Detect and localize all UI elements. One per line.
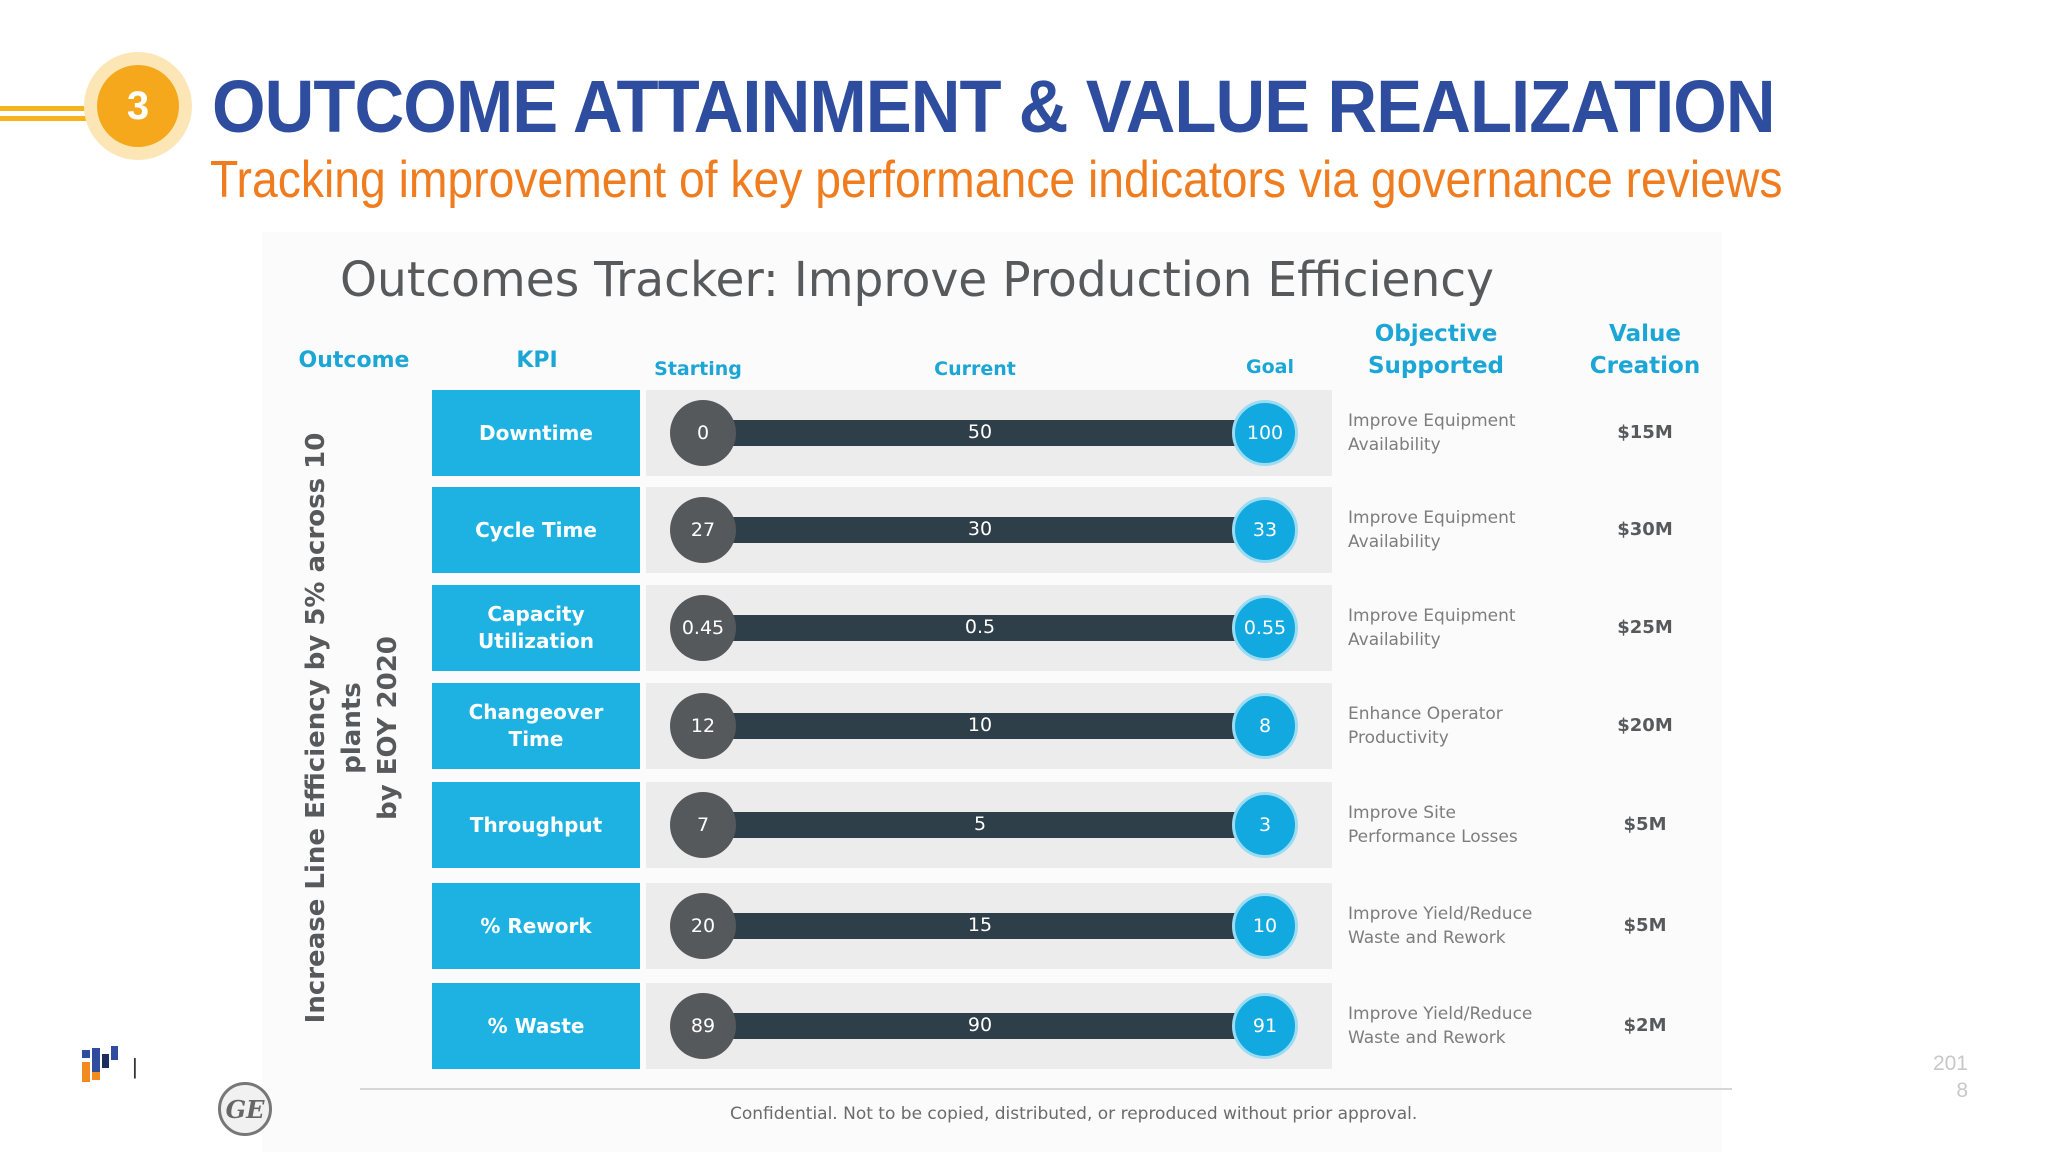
- current-value: 15: [967, 914, 993, 936]
- value-creation: $30M: [1617, 519, 1673, 540]
- kpi-label: Cycle Time: [432, 487, 640, 573]
- value-creation: $5M: [1623, 915, 1667, 936]
- current-value: 90: [967, 1014, 993, 1036]
- kpi-label: Throughput: [432, 782, 640, 868]
- objective-supported: Improve Site Performance Losses: [1348, 803, 1518, 847]
- current-value: 30: [967, 518, 993, 540]
- kpi-label: Changeover Time: [432, 683, 640, 769]
- goal-value: 100: [1232, 400, 1298, 466]
- current-value: 0.5: [964, 616, 996, 638]
- objective-supported: Improve Yield/Reduce Waste and Rework: [1348, 1004, 1533, 1048]
- kpi-label: % Rework: [432, 883, 640, 969]
- page-title: OUTCOME ATTAINMENT & VALUE REALIZATION: [212, 65, 1776, 148]
- kpi-label: Capacity Utilization: [432, 585, 640, 671]
- objective-supported: Improve Equipment Availability: [1348, 411, 1516, 455]
- starting-value: 20: [670, 893, 736, 959]
- column-header-current: Current: [934, 358, 1016, 380]
- goal-value: 3: [1232, 792, 1298, 858]
- value-creation: $20M: [1617, 715, 1673, 736]
- objective-supported: Improve Yield/Reduce Waste and Rework: [1348, 904, 1533, 948]
- starting-value: 7: [670, 792, 736, 858]
- starting-value: 27: [670, 497, 736, 563]
- goal-value: 0.55: [1232, 595, 1298, 661]
- progress-bar: [700, 812, 1266, 838]
- objective-supported: Improve Equipment Availability: [1348, 508, 1516, 552]
- progress-bar: [700, 913, 1266, 939]
- column-header-kpi: KPI: [516, 348, 558, 373]
- page-subtitle: Tracking improvement of key performance …: [210, 151, 1783, 209]
- kpi-label: % Waste: [432, 983, 640, 1069]
- current-value: 5: [973, 813, 987, 835]
- value-creation: $2M: [1623, 1015, 1667, 1036]
- confidentiality-note: Confidential. Not to be copied, distribu…: [730, 1104, 1418, 1124]
- value-creation: $5M: [1623, 814, 1667, 835]
- starting-value: 89: [670, 993, 736, 1059]
- progress-bar: [700, 517, 1266, 543]
- accent-line: [0, 106, 100, 111]
- progress-bar: [700, 1013, 1266, 1039]
- goal-value: 91: [1232, 993, 1298, 1059]
- column-header-starting: Starting: [654, 358, 742, 380]
- section-number-badge: 3: [97, 65, 179, 147]
- goal-value: 10: [1232, 893, 1298, 959]
- progress-bar: [700, 713, 1266, 739]
- value-creation: $25M: [1617, 617, 1673, 638]
- current-value: 50: [967, 421, 993, 443]
- column-header-value: Value Creation: [1589, 321, 1701, 380]
- starting-value: 0: [670, 400, 736, 466]
- column-header-goal: Goal: [1246, 356, 1294, 378]
- starting-value: 12: [670, 693, 736, 759]
- starting-value: 0.45: [670, 595, 736, 661]
- column-header-outcome: Outcome: [298, 348, 410, 373]
- goal-value: 8: [1232, 693, 1298, 759]
- column-header-objective: Objective Supported: [1367, 321, 1505, 380]
- progress-bar: [700, 615, 1266, 641]
- current-value: 10: [967, 714, 993, 736]
- logo-separator: |: [132, 1054, 138, 1079]
- kpi-label: Downtime: [432, 390, 640, 476]
- objective-supported: Enhance Operator Productivity: [1348, 704, 1503, 748]
- tracker-title: Outcomes Tracker: Improve Production Eff…: [340, 252, 1494, 308]
- goal-value: 33: [1232, 497, 1298, 563]
- accent-line: [0, 116, 100, 121]
- progress-bar: [700, 420, 1266, 446]
- footer-divider: [360, 1088, 1732, 1090]
- value-creation: $15M: [1617, 422, 1673, 443]
- ge-logo: GE: [218, 1082, 272, 1136]
- page-number: 201 8: [1932, 1052, 1968, 1102]
- outcome-label: Increase Line Efficiency by 5% across 10…: [301, 432, 403, 1024]
- company-logo-icon: [82, 1046, 118, 1082]
- objective-supported: Improve Equipment Availability: [1348, 606, 1516, 650]
